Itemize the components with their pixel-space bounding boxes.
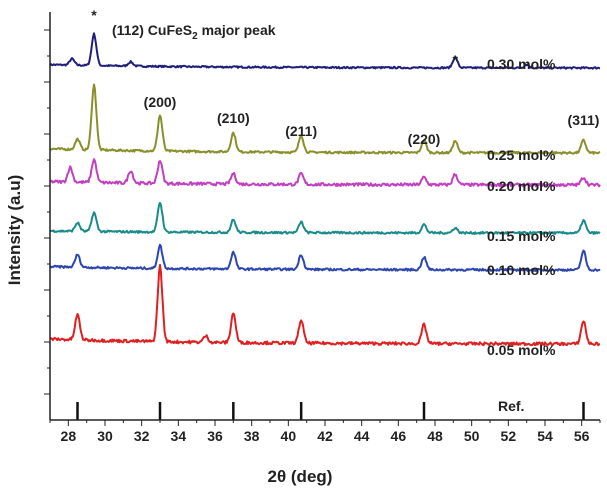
- hkl-peak-label: (210): [217, 110, 250, 126]
- peak-star-mark: *: [91, 7, 97, 23]
- x-tick-label: 52: [501, 428, 517, 444]
- x-tick-label: 38: [244, 428, 260, 444]
- x-tick-label: 40: [281, 428, 297, 444]
- series-label: 0.15 mol%: [487, 228, 556, 244]
- series-line: [49, 263, 601, 347]
- hkl-peak-label: (200): [144, 94, 177, 110]
- series-line: [49, 32, 601, 70]
- x-tick-label: 46: [391, 428, 407, 444]
- reference-lines: [76, 402, 585, 420]
- hkl-peak-label: (211): [285, 123, 317, 139]
- x-tick-label: 54: [537, 428, 553, 444]
- series-line: [49, 83, 601, 155]
- x-tick-label: 50: [464, 428, 480, 444]
- axes: 28 30 32 34 36 38 40 42 44 46 48 50 52 54 56: [44, 12, 601, 444]
- series-label: 0.30 mol%: [487, 56, 556, 72]
- series-line: [49, 201, 601, 235]
- series-line: [49, 243, 601, 272]
- hkl-peak-label: (220): [408, 131, 441, 147]
- series-layer: 0.30 mol% 0.25 mol% 0.20 mol% 0.15 mol% 0.10…: [49, 32, 601, 358]
- major-peak-label-suffix: major peak: [198, 22, 276, 38]
- major-peak-label-sub: 2: [192, 31, 198, 42]
- x-tick-label: 34: [171, 428, 187, 444]
- x-tick-label: 30: [97, 428, 113, 444]
- x-axis-title: 2θ (deg): [268, 467, 333, 486]
- x-tick-label: 48: [427, 428, 443, 444]
- annotations: * * (200) (210) (211) (220) (311): [91, 7, 599, 147]
- series-line: [49, 158, 601, 188]
- major-peak-label: (112) CuFeS2 major peak: [112, 22, 276, 42]
- hkl-peak-label: (311): [568, 112, 600, 128]
- x-tick-label: 56: [574, 428, 590, 444]
- series-label: 0.05 mol%: [487, 342, 556, 358]
- series-label: 0.10 mol%: [487, 262, 556, 278]
- x-tick-label: 28: [61, 428, 77, 444]
- peak-star-mark: *: [452, 52, 458, 68]
- y-axis-title: Intensity (a.u): [5, 175, 24, 286]
- x-tick-label: 44: [354, 428, 370, 444]
- x-tick-label: 32: [134, 428, 150, 444]
- reference-label: Ref.: [498, 398, 524, 414]
- major-peak-label-prefix: (112) CuFeS: [112, 22, 192, 38]
- x-tick-label: 36: [207, 428, 223, 444]
- series-label: 0.25 mol%: [487, 147, 556, 163]
- series-label: 0.20 mol%: [487, 178, 556, 194]
- x-tick-label: 42: [317, 428, 333, 444]
